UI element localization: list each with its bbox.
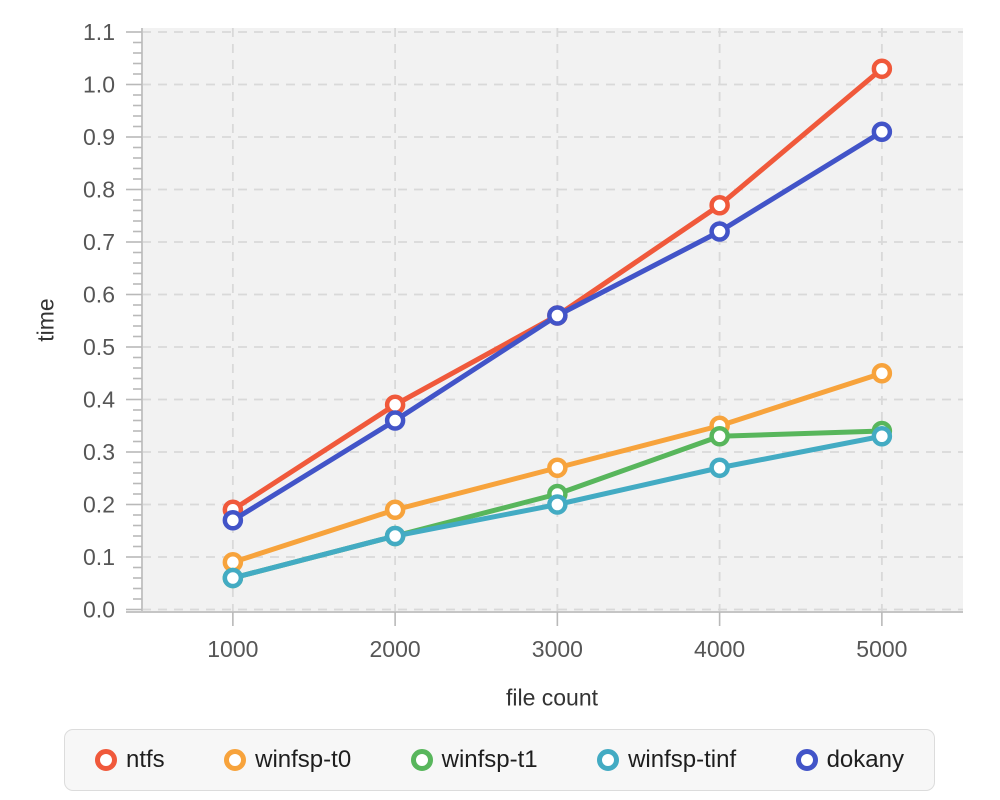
legend-item-winfsp-t1: winfsp-t1: [410, 746, 538, 773]
y-tick-label: 1.0: [83, 72, 115, 98]
marker-winfsp-tinf: [871, 426, 893, 447]
marker-winfsp-t1: [709, 426, 730, 447]
y-tick-label: 0.9: [83, 124, 115, 150]
marker-winfsp-t0: [384, 499, 406, 520]
x-axis-labels: 1000 2000 3000 4000 5000: [207, 636, 907, 662]
marker-winfsp-t0: [547, 457, 568, 478]
marker-dokany: [222, 510, 244, 531]
legend-marker-dokany-icon: [795, 749, 818, 771]
legend-label-winfsp-tinf: winfsp-tinf: [628, 746, 737, 773]
marker-winfsp-tinf: [709, 457, 730, 478]
x-tick-label: 1000: [207, 636, 258, 662]
marker-winfsp-tinf: [547, 494, 568, 515]
y-tick-label: 0.0: [83, 597, 115, 623]
y-tick-label: 0.6: [83, 282, 115, 308]
y-tick-label: 0.5: [83, 334, 115, 360]
line-chart-canvas: 0.0 0.1 0.2 0.3 0.4 0.5 0.6 0.7 0.8 0.9 1.0 1.1 1000…: [83, 19, 963, 662]
x-tick-label: 4000: [694, 636, 745, 662]
marker-dokany: [709, 221, 730, 242]
marker-ntfs: [871, 58, 893, 79]
legend-marker-winfsp-t0-icon: [224, 749, 247, 771]
legend-label-winfsp-t0: winfsp-t0: [255, 746, 352, 773]
y-tick-label: 0.8: [83, 177, 115, 203]
legend-item-winfsp-t0: winfsp-t0: [224, 748, 351, 772]
marker-ntfs: [709, 195, 730, 216]
legend-marker-winfsp-tinf-icon: [597, 749, 620, 771]
legend-item-winfsp-tinf: winfsp-tinf: [597, 748, 736, 772]
marker-winfsp-tinf: [222, 567, 244, 589]
marker-winfsp-t0: [871, 363, 893, 384]
x-tick-label: 2000: [370, 636, 421, 662]
x-tick-label: 5000: [856, 636, 907, 662]
y-tick-label: 0.3: [83, 439, 115, 465]
marker-winfsp-tinf: [384, 525, 406, 547]
y-tick-label: 0.2: [83, 492, 115, 518]
y-axis-labels: 0.0 0.1 0.2 0.3 0.4 0.5 0.6 0.7 0.8 0.9 1.0 1.1: [83, 19, 115, 623]
legend-label-dokany: dokany: [826, 746, 904, 773]
legend-item-dokany: dokany: [795, 746, 904, 773]
legend-item-ntfs: ntfs: [95, 748, 165, 772]
marker-dokany: [384, 410, 406, 431]
series-dokany: [222, 121, 893, 531]
series-winfsp-tinf: [222, 426, 893, 589]
y-tick-label: 0.4: [83, 387, 115, 413]
legend-marker-ntfs-icon: [95, 749, 117, 771]
legend-marker-winfsp-t1-icon: [410, 749, 433, 771]
y-tick-label: 0.7: [83, 229, 115, 255]
marker-dokany: [547, 305, 568, 326]
y-axis-title: time: [32, 298, 59, 342]
legend: ntfs winfsp-t0 winfsp-t1 winfsp-tinf dok…: [64, 729, 935, 791]
legend-label-winfsp-t1: winfsp-t1: [441, 746, 538, 773]
x-axis-title: file count: [505, 684, 599, 711]
y-tick-label: 0.1: [83, 544, 115, 570]
x-axis-ticks: [232, 612, 883, 626]
legend-label-ntfs: ntfs: [126, 746, 165, 773]
x-tick-label: 3000: [532, 636, 583, 662]
marker-dokany: [871, 121, 893, 142]
y-axis-ticks: [126, 31, 142, 611]
y-tick-label: 1.1: [83, 19, 115, 45]
